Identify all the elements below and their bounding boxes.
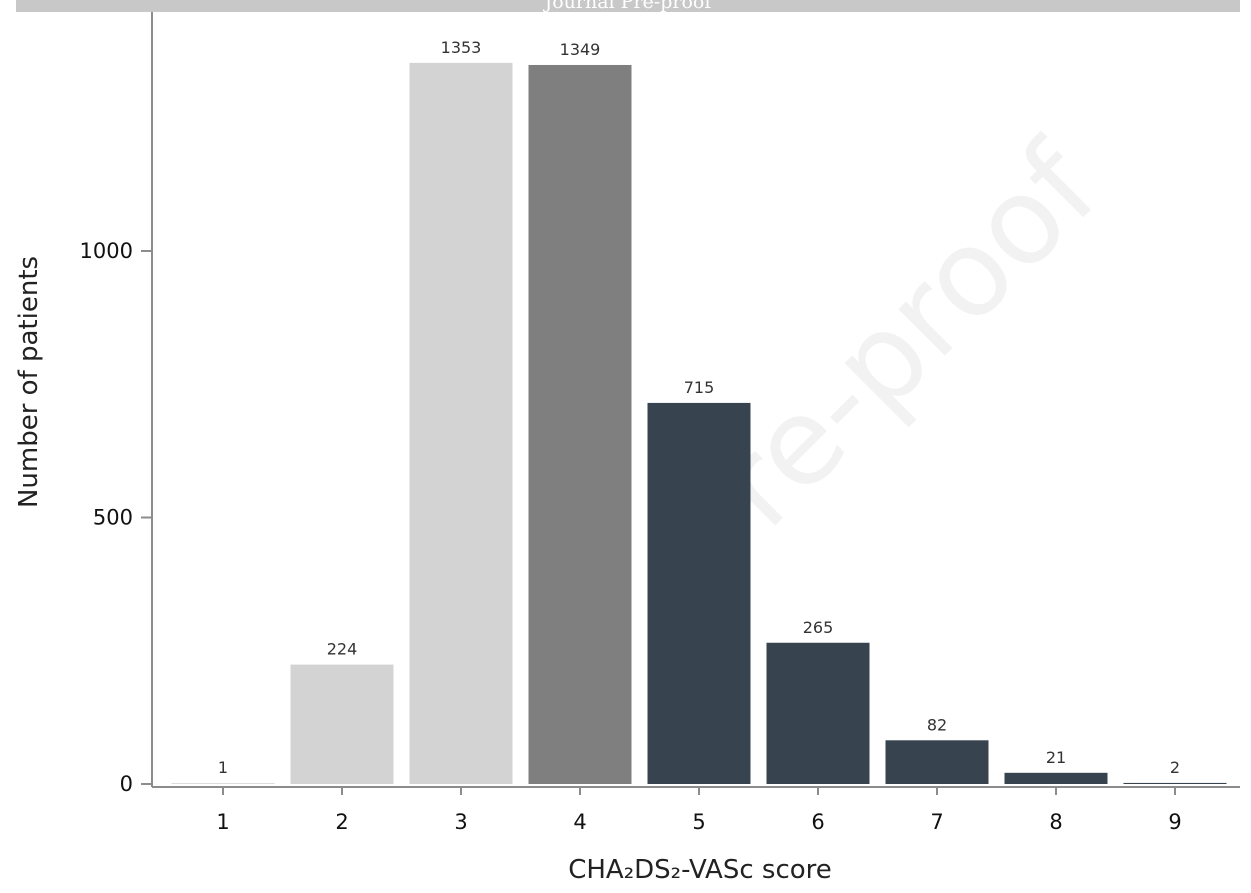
bar-4 <box>528 64 632 784</box>
bar-1 <box>171 783 275 784</box>
x-tick-label-6: 6 <box>811 810 824 834</box>
x-tick-label-7: 7 <box>930 810 943 834</box>
bar-2 <box>290 664 394 784</box>
data-label-1: 1 <box>218 758 228 777</box>
y-tick-label-0: 0 <box>120 772 133 796</box>
x-axis-label: CHA₂DS₂-VASc score <box>568 855 832 885</box>
data-label-3: 1353 <box>441 38 482 57</box>
bar-9 <box>1123 782 1227 784</box>
data-label-5: 715 <box>684 378 715 397</box>
data-label-4: 1349 <box>560 40 601 59</box>
banner-text: Journal Pre-proof <box>544 0 712 12</box>
y-axis-label: Number of patients <box>14 256 44 508</box>
data-label-9: 2 <box>1170 758 1180 777</box>
bar-7 <box>885 740 989 784</box>
x-tick-label-4: 4 <box>573 810 586 834</box>
x-tick-label-9: 9 <box>1168 810 1181 834</box>
y-tick-label-1000: 1000 <box>80 239 133 263</box>
bar-6 <box>766 642 870 784</box>
journal-banner: Journal Pre-proof <box>16 0 1240 12</box>
x-tick-label-3: 3 <box>454 810 467 834</box>
x-ticks-group: 1 2 3 4 5 6 7 8 9 <box>216 787 1182 834</box>
data-label-2: 224 <box>327 640 358 659</box>
bar-3 <box>409 62 513 784</box>
y-tick-label-500: 500 <box>93 506 133 530</box>
x-tick-label-1: 1 <box>216 810 229 834</box>
data-label-7: 82 <box>927 715 947 734</box>
bars-group: 1 224 1353 1349 715 265 82 21 2 <box>171 38 1227 784</box>
x-tick-label-8: 8 <box>1049 810 1062 834</box>
bar-5 <box>647 402 751 784</box>
x-tick-label-5: 5 <box>692 810 705 834</box>
data-label-6: 265 <box>803 618 834 637</box>
x-tick-label-2: 2 <box>335 810 348 834</box>
bar-8 <box>1004 772 1108 784</box>
data-label-8: 21 <box>1046 748 1066 767</box>
y-ticks-group: 0 500 1000 <box>80 239 152 796</box>
